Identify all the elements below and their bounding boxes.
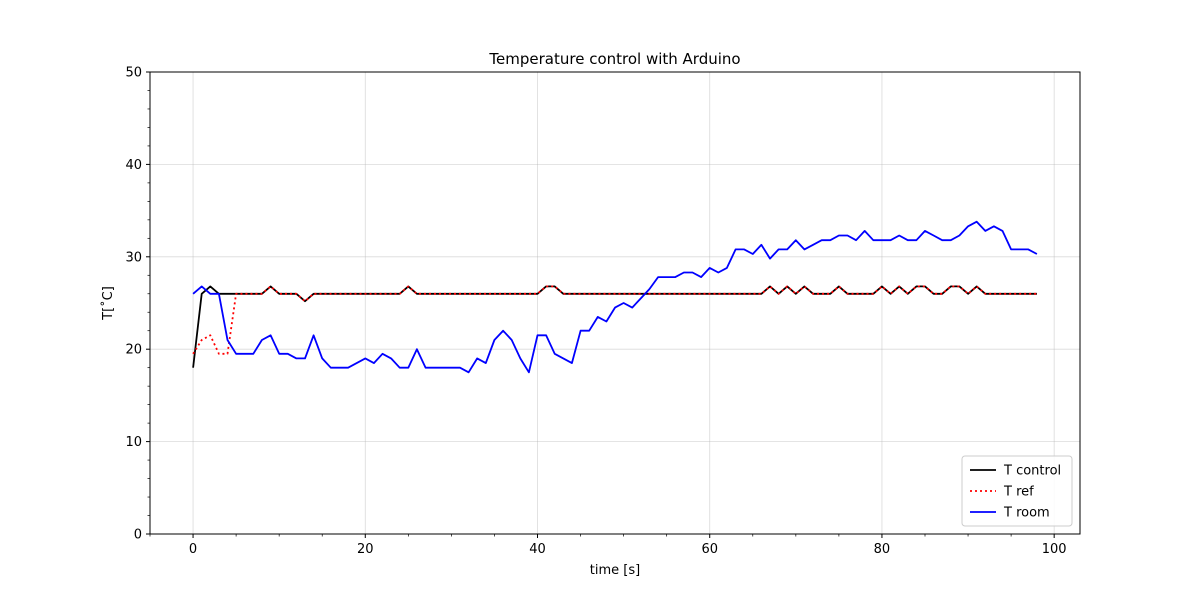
x-tick-label: 60: [701, 542, 718, 557]
x-tick-label: 0: [189, 542, 197, 557]
axis-ticks: 0 20 40 60 80 100 0 10 20 30 40 50: [125, 66, 1066, 558]
series-line-t-room: [192, 220, 1038, 374]
legend-box: [961, 455, 1073, 527]
y-axis-label: T[˚C]: [100, 286, 116, 321]
x-axis-label: time [s]: [590, 563, 640, 578]
y-tick-label: 30: [125, 250, 142, 265]
legend-label: T ref: [1003, 485, 1034, 500]
y-tick-label: 10: [125, 435, 142, 450]
chart-title: Temperature control with Arduino: [488, 50, 740, 68]
x-tick-label: 40: [529, 542, 546, 557]
legend-label: T room: [1003, 506, 1050, 521]
y-tick-label: 40: [125, 158, 142, 173]
x-tick-label: 20: [357, 542, 374, 557]
series-lines: [192, 220, 1038, 374]
x-tick-label: 80: [874, 542, 891, 557]
series-line-t-ref: [192, 285, 1037, 355]
legend: T control T ref T room: [961, 455, 1073, 527]
y-tick-label: 50: [125, 66, 142, 81]
axes-frame: [149, 71, 1081, 535]
legend-label: T control: [1003, 464, 1061, 479]
y-tick-label: 0: [134, 528, 142, 543]
x-tick-label: 100: [1042, 542, 1067, 557]
y-tick-label: 20: [125, 343, 142, 358]
